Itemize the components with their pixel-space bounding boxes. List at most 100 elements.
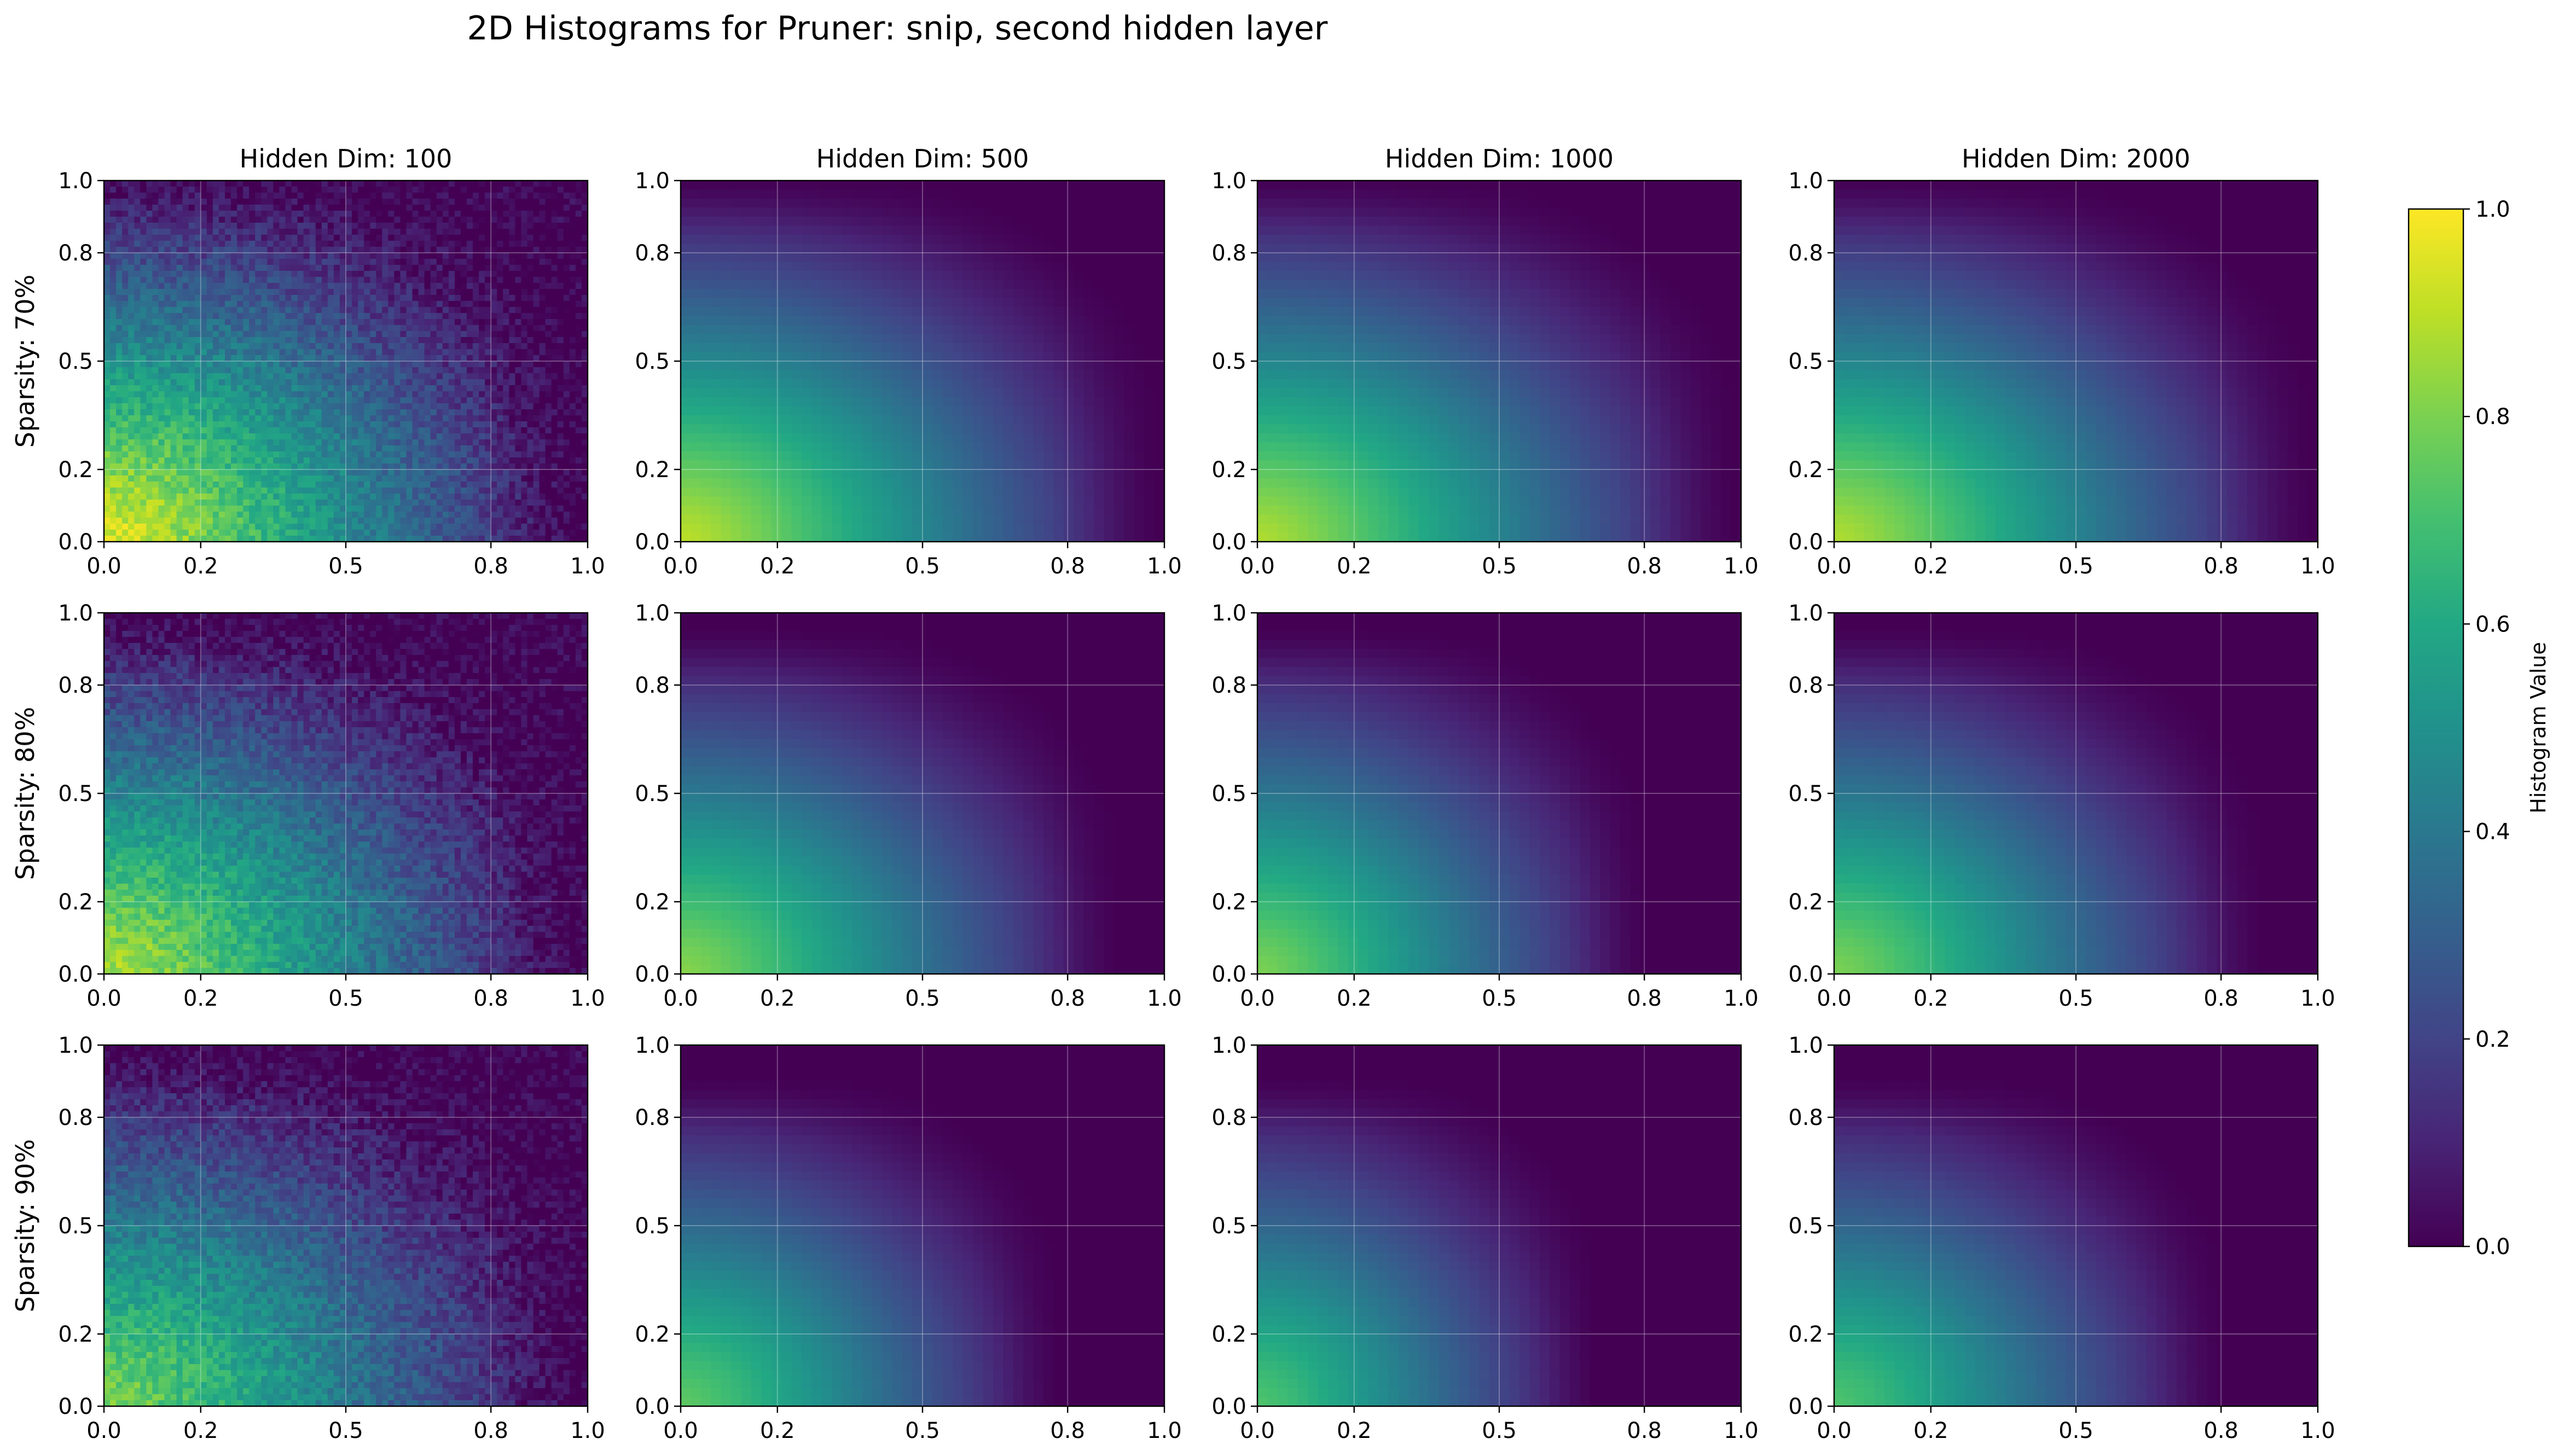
heatmap-cell	[521, 385, 527, 392]
heatmap-cell	[140, 277, 147, 283]
heatmap-cell	[128, 494, 135, 500]
heatmap-cell	[286, 217, 292, 223]
heatmap-cell	[304, 379, 310, 386]
heatmap-cell	[104, 349, 111, 356]
heatmap-cell	[261, 391, 268, 398]
heatmap-cell	[334, 313, 340, 320]
heatmap-cell	[358, 361, 364, 368]
heatmap-cell	[267, 307, 274, 314]
heatmap-cell	[431, 457, 437, 464]
heatmap-cell	[237, 337, 243, 344]
heatmap-cell	[231, 181, 237, 187]
heatmap-cell	[171, 283, 177, 289]
heatmap-cell	[455, 512, 461, 518]
heatmap-cell	[213, 457, 219, 464]
heatmap-cell	[515, 217, 521, 223]
heatmap-cell	[564, 433, 570, 440]
heatmap-cell	[491, 403, 497, 410]
heatmap-cell	[467, 397, 473, 404]
heatmap-cell	[443, 211, 449, 217]
heatmap-cell	[134, 313, 141, 320]
heatmap-cell	[231, 229, 237, 235]
heatmap-cell	[394, 397, 401, 404]
heatmap-cell	[852, 190, 862, 199]
heatmap-cell	[932, 190, 943, 199]
heatmap-cell	[116, 343, 123, 350]
heatmap-cell	[358, 235, 364, 241]
heatmap-cell	[183, 343, 189, 350]
heatmap-cell	[527, 475, 534, 482]
heatmap-cell	[171, 530, 177, 536]
heatmap-cell	[201, 415, 207, 422]
heatmap-cell	[953, 199, 963, 208]
heatmap-cell	[533, 500, 540, 506]
heatmap-cell	[116, 223, 123, 229]
heatmap-cell	[558, 500, 564, 506]
heatmap-cell	[364, 253, 370, 259]
heatmap-cell	[267, 409, 274, 416]
heatmap-cell	[183, 530, 189, 536]
heatmap-cell	[509, 217, 515, 223]
heatmap-cell	[376, 289, 382, 295]
heatmap-cell	[213, 223, 219, 229]
heatmap-cell	[316, 439, 322, 446]
heatmap-cell	[352, 307, 358, 314]
heatmap-cell	[134, 205, 141, 211]
heatmap-cell	[497, 247, 503, 253]
heatmap-cell	[152, 343, 159, 350]
heatmap-cell	[449, 289, 455, 295]
heatmap-cell	[273, 181, 280, 187]
heatmap-cell	[413, 205, 419, 211]
heatmap-cell	[146, 217, 153, 223]
heatmap-cell	[576, 337, 582, 344]
heatmap-cell	[310, 259, 316, 265]
heatmap-cell	[449, 494, 455, 500]
heatmap-cell	[394, 518, 401, 524]
heatmap-cell	[219, 331, 225, 338]
heatmap-cell	[122, 187, 129, 193]
heatmap-cell	[152, 337, 159, 344]
heatmap-cell	[110, 488, 117, 494]
heatmap-cell	[267, 199, 274, 205]
heatmap-cell	[540, 475, 546, 482]
heatmap-cell	[213, 193, 219, 199]
heatmap-cell	[419, 331, 425, 338]
heatmap-cell	[225, 187, 231, 193]
heatmap-cell	[533, 181, 540, 187]
heatmap-cell	[183, 482, 189, 488]
heatmap-cell	[503, 415, 509, 422]
heatmap-cell	[364, 409, 370, 416]
heatmap-cell	[237, 439, 243, 446]
heatmap-cell	[183, 247, 189, 253]
heatmap-cell	[225, 343, 231, 350]
heatmap-cell	[231, 271, 237, 277]
heatmap-cell	[158, 494, 165, 500]
heatmap-cell	[261, 385, 268, 392]
heatmap-cell	[298, 199, 304, 205]
heatmap-cell	[491, 223, 497, 229]
heatmap-cell	[479, 530, 485, 536]
heatmap-cell	[158, 391, 165, 398]
heatmap-cell	[382, 391, 388, 398]
heatmap-cell	[509, 349, 515, 356]
heatmap-cell	[255, 530, 262, 536]
heatmap-cell	[394, 295, 401, 301]
heatmap-cell	[237, 187, 243, 193]
heatmap-cell	[503, 259, 509, 265]
heatmap-cell	[237, 391, 243, 398]
heatmap-cell	[219, 211, 225, 217]
heatmap-cell	[576, 187, 582, 193]
heatmap-cell	[358, 500, 364, 506]
heatmap-cell	[334, 181, 340, 187]
heatmap-cell	[521, 391, 527, 398]
heatmap-cell	[316, 463, 322, 470]
heatmap-cell	[165, 307, 171, 314]
heatmap-cell	[370, 193, 376, 199]
heatmap-cell	[298, 307, 304, 314]
heatmap-cell	[552, 343, 558, 350]
heatmap-cell	[334, 295, 340, 301]
heatmap-cell	[419, 421, 425, 428]
heatmap-cell	[140, 463, 147, 470]
heatmap-cell	[437, 457, 443, 464]
heatmap-cell	[443, 433, 449, 440]
